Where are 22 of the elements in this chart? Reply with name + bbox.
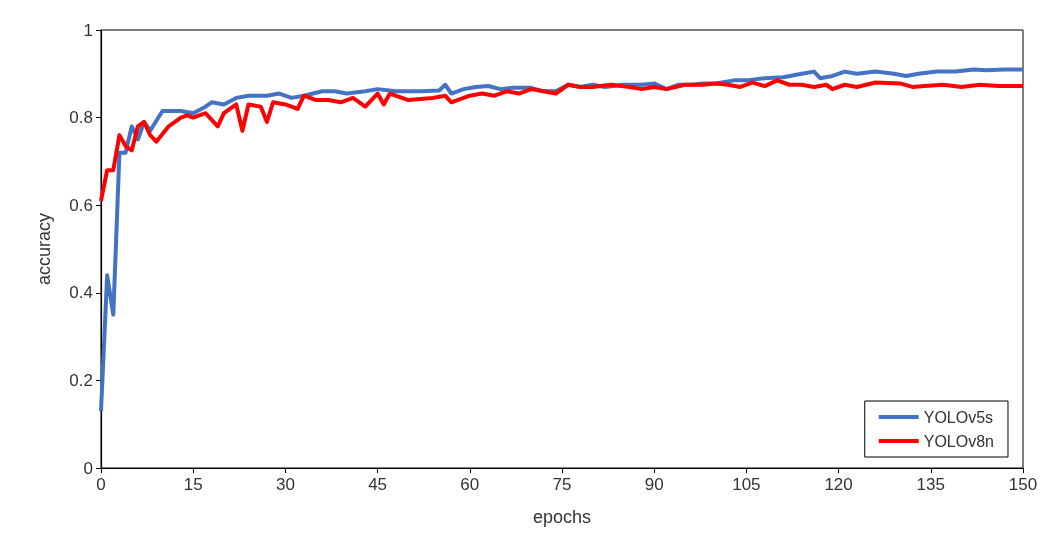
x-axis-title: epochs bbox=[532, 507, 592, 527]
x-tick-label: 90 bbox=[644, 475, 664, 494]
y-tick-label: 0.2 bbox=[69, 370, 93, 390]
legend-label: YOLOv5s bbox=[923, 408, 994, 426]
y-tick-label: 1 bbox=[83, 20, 93, 40]
y-tick-label: 0 bbox=[83, 458, 93, 478]
legend-label: YOLOv8n bbox=[923, 432, 995, 450]
x-tick-label: 135 bbox=[916, 475, 945, 494]
x-tick-label: 75 bbox=[552, 475, 572, 494]
x-tick-label: 120 bbox=[824, 475, 853, 494]
y-tick-label: 0.8 bbox=[69, 108, 93, 128]
x-tick-label: 0 bbox=[96, 475, 106, 494]
x-tick-label: 15 bbox=[183, 475, 203, 494]
x-tick-label: 45 bbox=[368, 475, 388, 494]
x-tick-label: 105 bbox=[732, 475, 761, 494]
y-tick-label: 0.6 bbox=[69, 195, 93, 215]
x-tick-label: 60 bbox=[460, 475, 480, 494]
y-tick-label: 0.4 bbox=[69, 283, 93, 303]
x-tick-label: 30 bbox=[275, 475, 295, 494]
line-series bbox=[99, 78, 1025, 203]
x-tick-label: 150 bbox=[1008, 475, 1038, 494]
y-axis-title: accuracy bbox=[34, 212, 54, 286]
